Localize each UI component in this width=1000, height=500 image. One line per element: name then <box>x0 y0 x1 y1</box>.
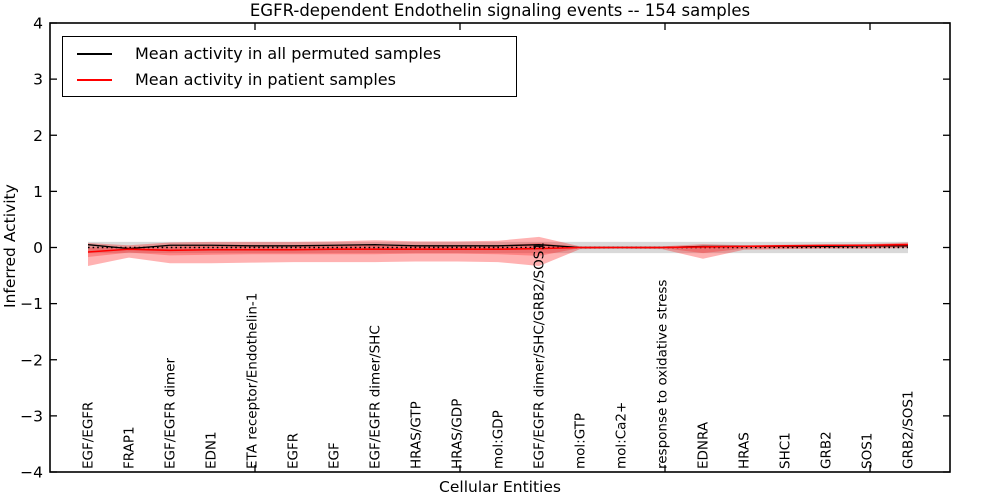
x-category-label: EGF/EGFR dimer <box>163 357 179 469</box>
y-tick-label: 2 <box>33 127 43 145</box>
legend-line-sample-black <box>77 52 112 55</box>
y-axis-label: Inferred Activity <box>1 184 19 308</box>
y-tick-label: −4 <box>20 464 43 482</box>
chart-title: EGFR-dependent Endothelin signaling even… <box>249 1 751 20</box>
x-category-label: GRB2 <box>819 431 835 469</box>
x-category-label: HRAS <box>737 432 753 469</box>
x-category-label: EDN1 <box>204 431 220 469</box>
x-category-label: SHC1 <box>778 432 794 469</box>
x-category-label: FRAP1 <box>122 426 138 469</box>
legend-item-patient-label: Mean activity in patient samples <box>135 70 396 89</box>
y-tick-label: 4 <box>33 15 43 33</box>
x-category-label: SOS1 <box>860 433 876 469</box>
x-category-label: response to oxidative stress <box>655 280 671 469</box>
y-tick-label: −3 <box>20 407 43 425</box>
x-category-label: EGFR <box>286 433 302 469</box>
y-tick-label: 0 <box>33 239 43 257</box>
x-axis-label: Cellular Entities <box>439 478 561 496</box>
legend: Mean activity in all permuted samples Me… <box>62 36 517 97</box>
y-tick-label: 3 <box>33 71 43 89</box>
x-category-label: ETA receptor/Endothelin-1 <box>245 293 261 469</box>
x-category-label: HRAS/GTP <box>409 401 425 469</box>
x-category-label: mol:GDP <box>491 410 507 469</box>
legend-item-patient: Mean activity in patient samples <box>63 70 516 89</box>
x-category-label: EGF/EGFR <box>81 402 97 469</box>
legend-item-permuted-label: Mean activity in all permuted samples <box>135 44 442 63</box>
x-category-label: EGF/EGFR dimer/SHC/GRB2/SOS1 <box>532 242 548 469</box>
legend-item-permuted: Mean activity in all permuted samples <box>63 44 516 63</box>
y-tick-label: 1 <box>33 183 43 201</box>
x-category-label: EDNRA <box>696 421 712 469</box>
x-category-label: HRAS/GDP <box>450 399 466 469</box>
x-category-label: mol:GTP <box>573 413 589 469</box>
x-category-label: EGF <box>327 442 343 469</box>
x-category-label: GRB2/SOS1 <box>901 390 917 469</box>
x-category-label: EGF/EGFR dimer/SHC <box>368 325 384 469</box>
y-tick-label: −2 <box>20 351 43 369</box>
x-category-label: mol:Ca2+ <box>614 402 630 469</box>
line-Mean-activity-in-patient-samples <box>87 243 909 253</box>
y-tick-label: −1 <box>20 295 43 313</box>
band-patient-samples-spread-outer <box>88 236 908 267</box>
legend-line-sample-red <box>77 78 112 81</box>
